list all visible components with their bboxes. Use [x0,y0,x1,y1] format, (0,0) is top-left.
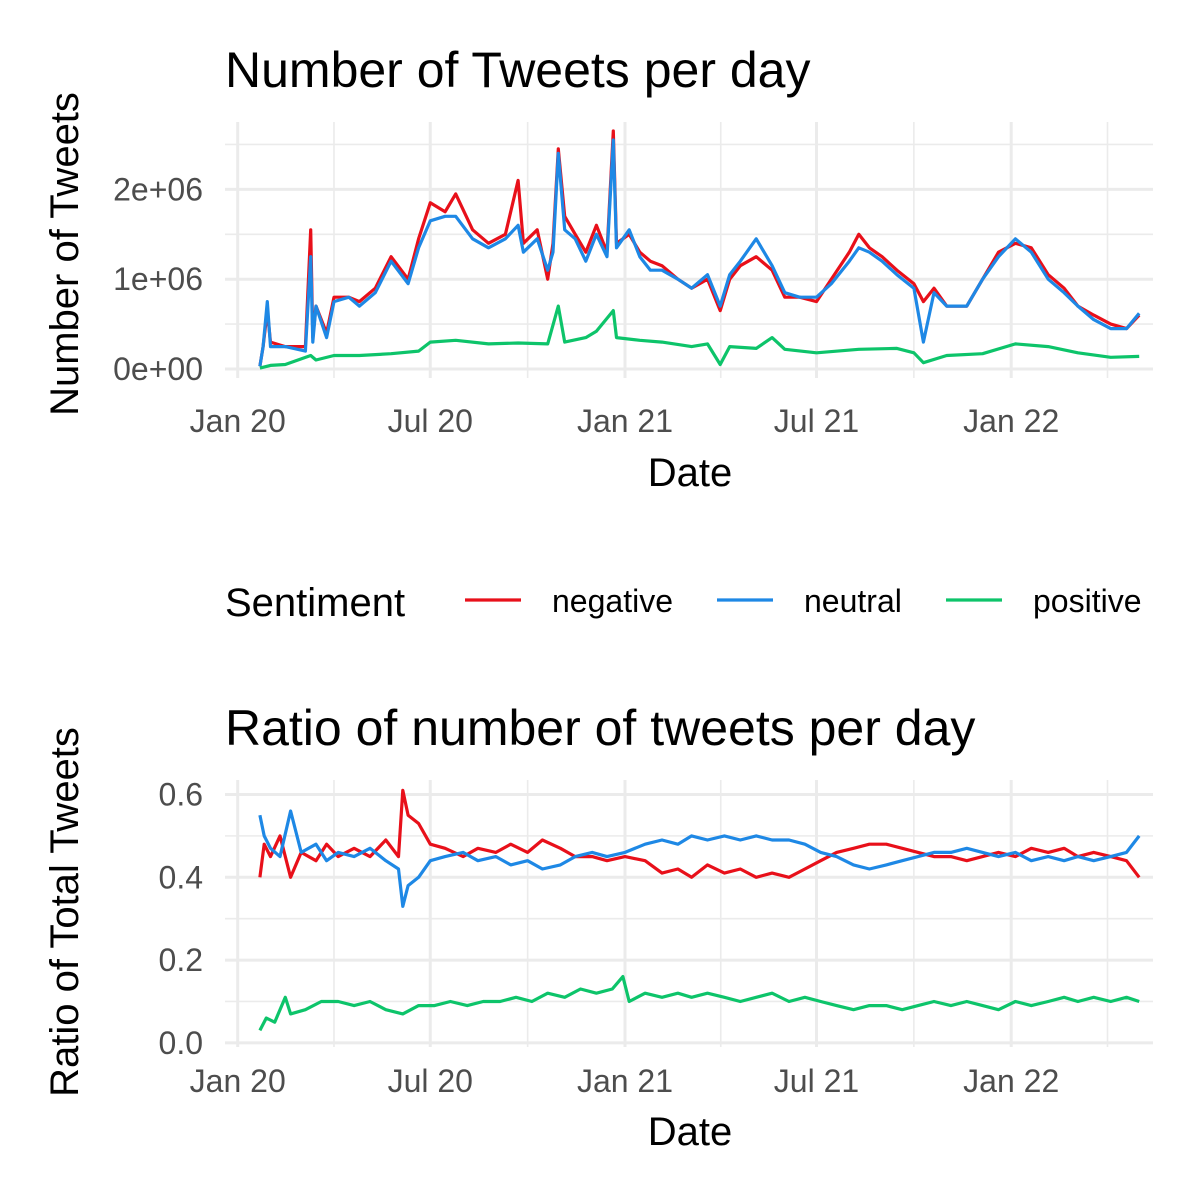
y-tick-label: 0.4 [159,859,203,895]
x-tick-label: Jan 20 [190,1063,286,1099]
legend: Sentiment negative neutral positive [225,581,1142,625]
x-tick-label: Jan 21 [577,403,673,439]
ratio-panel: Ratio of number of tweets per day Jan 20… [43,700,1153,1154]
legend-label-negative: negative [552,583,673,619]
y-tick-label: 0.2 [159,942,203,978]
x-tick-label: Jan 20 [190,403,286,439]
series-layer [258,788,1141,1032]
series-line-negative [258,788,1141,879]
chart-title: Ratio of number of tweets per day [225,700,975,756]
y-tick-label: 2e+06 [113,171,203,207]
y-tick-label: 0e+00 [113,351,203,387]
legend-title: Sentiment [225,581,405,625]
x-tick-label: Jul 21 [774,1063,859,1099]
tick-labels: Jan 20 Jul 20 Jan 21 Jul 21 Jan 22 0.0 0.2 0.4 0… [159,776,1060,1099]
x-axis-title: Date [648,1110,733,1154]
series-line-neutral [258,809,1141,908]
x-tick-label: Jan 22 [963,403,1059,439]
x-tick-label: Jul 20 [388,403,473,439]
series-line-positive [259,304,1140,370]
legend-label-positive: positive [1033,583,1142,619]
grid [225,122,1153,378]
series-layer [258,129,1141,370]
legend-label-neutral: neutral [804,583,902,619]
y-axis-title: Number of Tweets [43,92,87,416]
y-tick-label: 0.6 [159,776,203,812]
tick-labels: Jan 20 Jul 20 Jan 21 Jul 21 Jan 22 0e+00 1e+06… [113,171,1059,439]
chart-title: Number of Tweets per day [225,42,810,98]
x-tick-label: Jan 22 [963,1063,1059,1099]
x-tick-label: Jan 21 [577,1063,673,1099]
series-line-neutral [258,138,1141,367]
grid [225,780,1153,1047]
y-axis-title: Ratio of Total Tweets [43,727,87,1097]
x-tick-label: Jul 21 [774,403,859,439]
x-axis-title: Date [648,451,733,495]
x-tick-label: Jul 20 [388,1063,473,1099]
series-line-positive [258,975,1140,1032]
y-tick-label: 0.0 [159,1025,203,1061]
y-tick-label: 1e+06 [113,261,203,297]
tweets-per-day-panel: Number of Tweets per day Jan 20 Jul 20 Jan… [43,42,1153,495]
